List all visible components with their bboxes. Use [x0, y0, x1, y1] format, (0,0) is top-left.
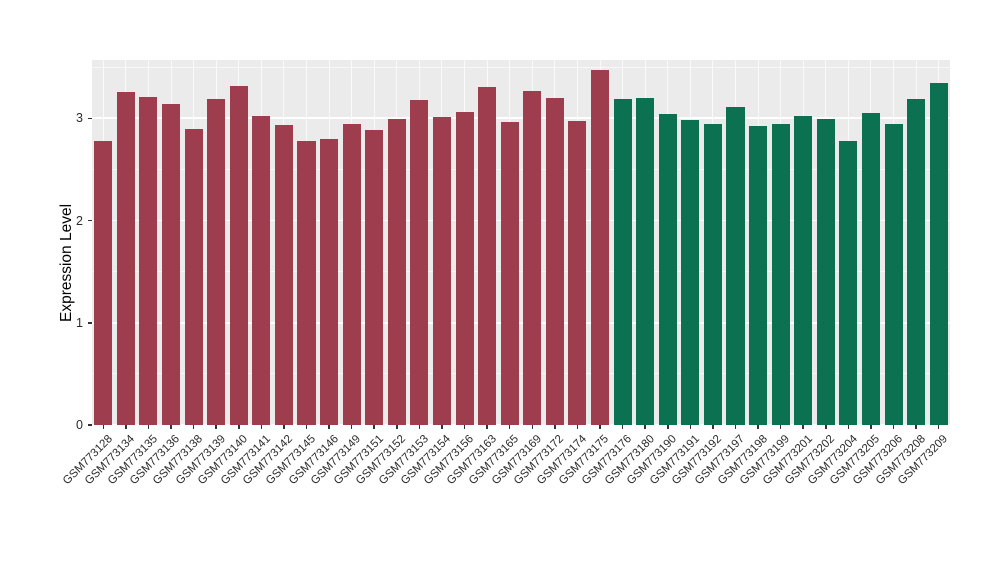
y-tick-label: 0: [76, 418, 83, 432]
x-tick-mark: [238, 425, 240, 429]
bar-GSM773134: [116, 91, 135, 425]
grid-line-minor: [92, 66, 950, 68]
bar-GSM773169: [523, 90, 542, 425]
x-tick-mark: [192, 425, 195, 429]
y-tick-mark: [88, 117, 92, 120]
bar-GSM773154: [432, 117, 451, 425]
y-tick-label: 2: [76, 213, 83, 228]
bar-GSM773149: [342, 124, 361, 425]
x-tick-mark: [373, 425, 375, 429]
x-tick-mark: [170, 425, 172, 429]
bar-GSM773197: [726, 107, 745, 425]
x-tick-mark: [486, 425, 488, 429]
bar-GSM773163: [478, 86, 497, 425]
x-tick-mark: [667, 425, 669, 429]
bar-GSM773202: [816, 119, 835, 425]
bar-GSM773135: [139, 96, 158, 425]
y-tick-label: 1: [76, 315, 83, 330]
bar-GSM773151: [365, 129, 384, 425]
x-tick-mark: [870, 425, 872, 429]
bar-GSM773206: [884, 124, 903, 425]
x-tick-mark: [621, 425, 624, 429]
bar-GSM773175: [590, 70, 610, 425]
x-tick-mark: [689, 425, 692, 429]
bar-GSM773174: [568, 121, 587, 425]
bar-GSM773146: [320, 138, 339, 425]
bar-GSM773201: [794, 116, 813, 425]
x-tick-mark: [328, 425, 330, 429]
x-tick-mark: [757, 425, 759, 429]
bar-GSM773172: [545, 97, 564, 425]
grid-line-major: [92, 117, 950, 120]
bar-GSM773139: [207, 98, 226, 425]
grid-line-major: [92, 219, 950, 222]
bar-GSM773190: [658, 114, 677, 425]
bar-GSM773176: [613, 98, 632, 425]
x-tick-mark: [847, 425, 850, 429]
x-tick-mark: [508, 425, 511, 429]
x-tick-mark: [576, 425, 579, 429]
grid-line-major: [92, 321, 950, 324]
x-tick-mark: [712, 425, 714, 429]
bar-GSM773142: [274, 125, 293, 425]
bar-GSM773128: [94, 140, 113, 425]
x-tick-mark: [125, 425, 127, 429]
grid-line-minor: [92, 373, 950, 375]
bar-GSM773180: [636, 97, 655, 425]
x-tick-mark: [937, 425, 940, 429]
x-tick-mark: [892, 425, 895, 429]
x-tick-mark: [305, 425, 308, 429]
y-tick-label: 3: [76, 111, 83, 126]
x-tick-mark: [915, 425, 917, 429]
bar-GSM773156: [455, 112, 474, 425]
bar-GSM773205: [861, 113, 880, 425]
x-tick-mark: [418, 425, 421, 429]
bar-GSM773204: [839, 140, 858, 425]
x-tick-mark: [260, 425, 263, 429]
x-tick-mark: [102, 425, 105, 429]
x-tick-mark: [779, 425, 782, 429]
x-tick-mark: [644, 425, 646, 429]
y-tick-mark: [88, 219, 92, 222]
y-tick-mark: [88, 424, 92, 426]
bar-GSM773141: [252, 116, 271, 425]
x-tick-mark: [554, 425, 556, 429]
bar-GSM773138: [184, 128, 203, 425]
x-tick-mark: [599, 425, 601, 429]
x-tick-mark: [802, 425, 804, 429]
bar-GSM773140: [229, 85, 248, 425]
bar-GSM773145: [297, 140, 316, 425]
bar-GSM773198: [749, 126, 768, 425]
grid-line-minor: [92, 168, 950, 170]
x-tick-mark: [283, 425, 285, 429]
x-tick-mark: [531, 425, 534, 429]
x-tick-mark: [463, 425, 466, 429]
bar-GSM773153: [410, 99, 429, 425]
bar-GSM773192: [703, 124, 722, 425]
grid-line-minor: [92, 271, 950, 273]
bar-GSM773152: [387, 119, 406, 425]
bar-GSM773208: [907, 98, 926, 425]
x-tick-mark: [350, 425, 353, 429]
bar-GSM773209: [929, 82, 948, 425]
bar-GSM773165: [500, 122, 519, 425]
bar-GSM773191: [681, 120, 700, 425]
x-tick-mark: [147, 425, 150, 429]
x-tick-mark: [825, 425, 827, 429]
bar-GSM773136: [161, 103, 181, 425]
bar-GSM773199: [771, 124, 790, 425]
grid-line-major: [92, 424, 950, 426]
x-tick-mark: [734, 425, 737, 429]
x-tick-mark: [396, 425, 398, 429]
x-tick-mark: [441, 425, 443, 429]
x-tick-mark: [215, 425, 217, 429]
y-tick-mark: [88, 322, 92, 324]
plot-panel: [92, 60, 950, 426]
